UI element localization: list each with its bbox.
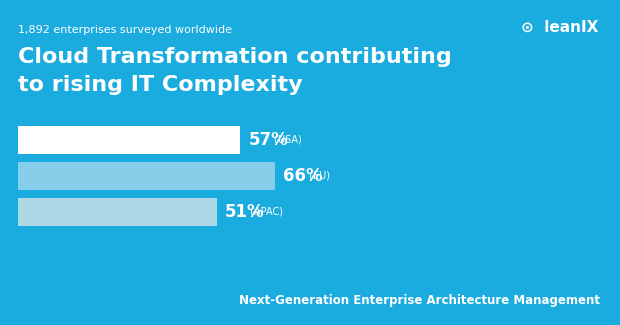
Text: 1,892 enterprises surveyed worldwide: 1,892 enterprises surveyed worldwide bbox=[18, 25, 232, 35]
Bar bbox=[18, 126, 241, 154]
Text: (EU): (EU) bbox=[306, 170, 330, 180]
Text: 66%: 66% bbox=[283, 167, 323, 185]
Text: Next-Generation Enterprise Architecture Management: Next-Generation Enterprise Architecture … bbox=[239, 294, 600, 307]
Text: to rising IT Complexity: to rising IT Complexity bbox=[18, 75, 303, 95]
Bar bbox=[18, 162, 275, 190]
Text: (USA): (USA) bbox=[271, 134, 301, 144]
Text: 51%: 51% bbox=[225, 203, 265, 221]
Bar bbox=[18, 198, 217, 226]
Text: 57%: 57% bbox=[248, 131, 288, 149]
Text: (APAC): (APAC) bbox=[247, 206, 283, 216]
Text: Cloud Transformation contributing: Cloud Transformation contributing bbox=[18, 47, 452, 67]
Text: ⊙  leanIX: ⊙ leanIX bbox=[521, 20, 598, 35]
